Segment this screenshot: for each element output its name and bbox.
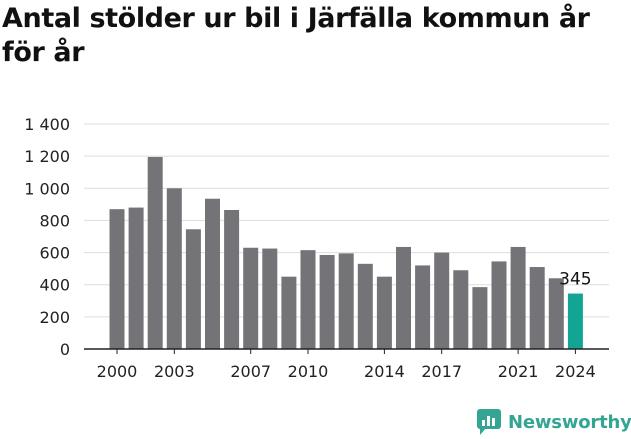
x-tick-label: 2010 <box>288 362 329 381</box>
bar <box>491 261 507 349</box>
bar <box>567 293 583 349</box>
bar <box>472 287 488 349</box>
y-tick-label: 1 400 <box>24 115 70 134</box>
x-tick-label: 2000 <box>97 362 138 381</box>
bar <box>166 188 182 349</box>
chart-bubble-icon <box>477 409 501 435</box>
y-tick-label: 600 <box>39 244 70 263</box>
x-tick-label: 2014 <box>364 362 405 381</box>
x-tick-label: 2007 <box>230 362 271 381</box>
bar <box>510 246 526 349</box>
x-tick-label: 2024 <box>555 362 596 381</box>
bar <box>224 209 240 349</box>
bar <box>243 247 259 349</box>
brand-name: Newsworthy <box>508 411 631 433</box>
y-tick-label: 400 <box>39 276 70 295</box>
bar <box>453 270 469 349</box>
y-tick-label: 0 <box>60 340 70 359</box>
bar <box>262 248 278 349</box>
bar <box>300 250 316 349</box>
bar <box>205 198 220 349</box>
x-tick-label: 2017 <box>421 362 462 381</box>
bar <box>319 254 335 349</box>
bar <box>548 278 564 349</box>
y-tick-label: 1 200 <box>24 147 70 166</box>
y-tick-label: 200 <box>39 308 70 327</box>
bar <box>529 267 545 349</box>
x-tick-label: 2021 <box>498 362 539 381</box>
bar <box>109 209 125 349</box>
bar <box>185 229 201 349</box>
x-tick-label: 2003 <box>154 362 195 381</box>
newsworthy-logo: Newsworthy <box>476 408 631 436</box>
bar <box>147 156 163 349</box>
bar <box>434 252 450 349</box>
bar <box>415 265 431 349</box>
bar <box>357 263 373 349</box>
y-tick-label: 1 000 <box>24 179 70 198</box>
bar <box>281 276 297 349</box>
data-label: 345 <box>559 270 591 290</box>
bar <box>376 276 392 349</box>
bar <box>338 253 354 349</box>
y-tick-label: 800 <box>39 211 70 230</box>
bar <box>128 207 144 349</box>
bar <box>396 246 411 349</box>
chart-title: Antal stölder ur bil i Järfälla kommun å… <box>2 3 590 68</box>
